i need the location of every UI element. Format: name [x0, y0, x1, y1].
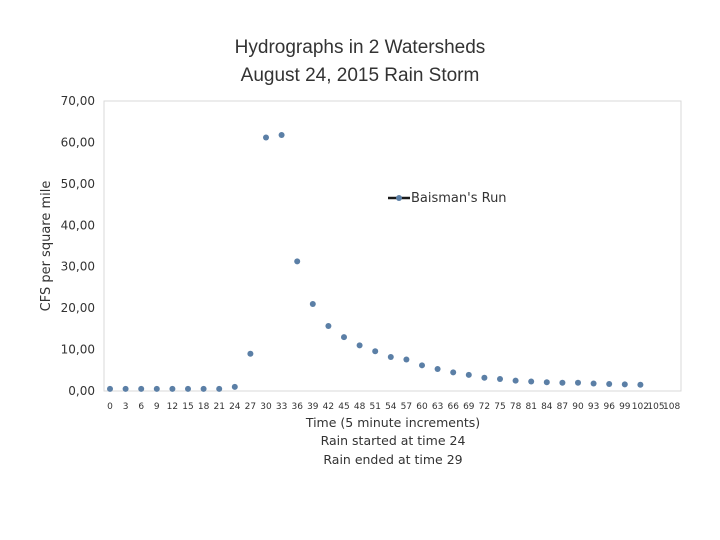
data-point [263, 134, 269, 141]
data-point [372, 348, 379, 355]
y-tick-label: 0,00 [68, 384, 95, 398]
x-tick-label: 93 [588, 402, 599, 412]
x-tick-label: 60 [416, 402, 428, 412]
data-point [138, 385, 145, 392]
x-tick-label: 42 [323, 402, 334, 412]
x-tick-label: 84 [541, 402, 553, 412]
data-point [247, 350, 254, 357]
x-tick-label: 72 [479, 402, 490, 412]
x-tick-label: 54 [385, 402, 397, 412]
data-point [575, 379, 581, 386]
x-tick-label: 78 [510, 402, 522, 412]
y-axis-label: CFS per square mile [39, 181, 54, 312]
legend-label: Baisman's Run [411, 191, 507, 206]
y-tick-label: 20,00 [61, 301, 95, 315]
y-tick-labels: 0,00 10,00 20,00 30,00 40,00 50,00 60,00 70,00 [61, 94, 95, 398]
x-tick-label: 57 [401, 402, 412, 412]
x-tick-label: 45 [338, 402, 349, 412]
data-point [356, 342, 363, 349]
x-tick-label: 12 [167, 402, 178, 412]
data-point [387, 354, 394, 361]
y-tick-label: 30,00 [61, 260, 95, 274]
data-points [107, 131, 644, 392]
data-point [278, 131, 285, 138]
x-tick-label: 102 [632, 402, 649, 412]
y-tick-label: 50,00 [61, 177, 95, 191]
x-tick-label: 66 [447, 402, 459, 412]
y-tick-label: 70,00 [61, 94, 95, 108]
x-tick-label: 108 [663, 402, 680, 412]
data-point [216, 385, 223, 392]
x-tick-label: 69 [463, 402, 475, 412]
data-point [309, 301, 316, 307]
x-tick-label: 87 [557, 402, 568, 412]
data-point [169, 385, 176, 392]
x-tick-label: 6 [138, 402, 144, 412]
data-point [419, 362, 425, 369]
x-tick-label: 33 [276, 402, 287, 412]
x-axis-label: Time (5 minute increments) [305, 415, 480, 430]
x-tick-label: 48 [354, 402, 366, 412]
data-point [153, 385, 160, 392]
x-tick-label: 81 [525, 402, 536, 412]
data-point [543, 379, 550, 386]
data-point [528, 378, 535, 385]
x-tick-label: 75 [494, 402, 505, 412]
plot-area [103, 100, 682, 392]
data-point [200, 385, 207, 392]
x-axis-note-rain-start: Rain started at time 24 [321, 433, 466, 448]
data-point [497, 375, 503, 382]
x-axis-note-rain-end: Rain ended at time 29 [323, 452, 462, 467]
x-tick-label: 63 [432, 402, 443, 412]
data-point [559, 379, 566, 386]
x-tick-label: 9 [154, 402, 160, 412]
legend: Baisman's Run [388, 191, 507, 206]
data-point [294, 258, 301, 265]
data-point [465, 371, 472, 378]
y-tick-label: 10,00 [61, 343, 95, 357]
x-tick-label: 0 [107, 402, 113, 412]
x-tick-label: 39 [307, 402, 319, 412]
chart-title-line-2: August 24, 2015 Rain Storm [241, 65, 480, 86]
data-point [621, 381, 628, 388]
data-point [481, 374, 488, 381]
x-tick-label: 24 [229, 402, 241, 412]
x-tick-label: 27 [245, 402, 256, 412]
data-point [185, 385, 191, 392]
data-point [512, 377, 519, 384]
data-point [341, 334, 347, 341]
data-point [606, 380, 613, 387]
data-point [107, 385, 113, 392]
chart-title-line-1: Hydrographs in 2 Watersheds [235, 37, 486, 58]
x-tick-label: 21 [213, 402, 224, 412]
y-tick-label: 60,00 [61, 135, 95, 149]
data-point [231, 383, 238, 390]
x-tick-label: 96 [603, 402, 615, 412]
data-point [122, 385, 129, 392]
x-tick-labels: 0 3 6 9 12 15 18 21 24 27 30 33 36 39 42 45 48 51 54 57 60 63… [107, 402, 680, 412]
x-tick-label: 18 [198, 402, 210, 412]
x-tick-label: 105 [647, 402, 664, 412]
data-point [637, 381, 644, 388]
x-tick-label: 3 [123, 402, 129, 412]
data-point [450, 369, 457, 376]
x-tick-label: 99 [619, 402, 631, 412]
y-tick-label: 40,00 [61, 218, 95, 232]
data-point [403, 356, 410, 363]
data-point [590, 380, 597, 387]
legend-point-marker [396, 195, 402, 201]
x-tick-label: 51 [369, 402, 380, 412]
x-tick-label: 30 [260, 402, 272, 412]
x-tick-label: 36 [291, 402, 303, 412]
data-point [325, 322, 332, 329]
x-tick-label: 90 [572, 402, 584, 412]
x-tick-label: 15 [182, 402, 193, 412]
data-point [434, 366, 441, 373]
